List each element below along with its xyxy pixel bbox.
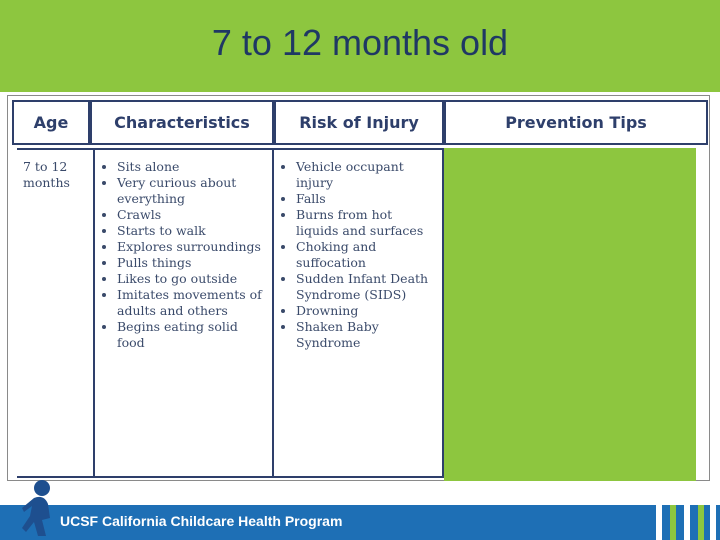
list-item: Very curious about everything: [117, 175, 268, 207]
slide-title: 7 to 12 months old: [211, 22, 509, 63]
list-item: Sits alone: [117, 159, 268, 175]
list: Vehicle occupant injuryFallsBurns from h…: [280, 159, 438, 351]
prevention-cell: [444, 148, 696, 481]
age-cell: 7 to 12 months: [17, 148, 95, 478]
list-item: Begins eating solid food: [117, 319, 268, 351]
list-item: Crawls: [117, 207, 268, 223]
list-item: Choking and suffocation: [296, 239, 438, 271]
age-text: 7 to 12 months: [23, 159, 70, 190]
header-cell: Risk of Injury: [274, 100, 444, 145]
list-item: Imitates movements of adults and others: [117, 287, 268, 319]
stripes: [656, 505, 716, 540]
list: Sits aloneVery curious about everythingC…: [101, 159, 268, 351]
header-cell: Characteristics: [90, 100, 274, 145]
list-item: Likes to go outside: [117, 271, 268, 287]
child-icon: [22, 480, 50, 536]
list-item: Sudden Infant Death Syndrome (SIDS): [296, 271, 438, 303]
footer-bar: [0, 505, 720, 540]
list-item: Explores surroundings: [117, 239, 268, 255]
program-name: UCSF California Childcare Health Program: [60, 513, 343, 529]
header-cell: Prevention Tips: [444, 100, 708, 145]
list-item: Starts to walk: [117, 223, 268, 239]
header-cell: Age: [12, 100, 90, 145]
list-item: Falls: [296, 191, 438, 207]
list-item: Shaken Baby Syndrome: [296, 319, 438, 351]
risks-cell: Vehicle occupant injuryFallsBurns from h…: [272, 148, 444, 478]
list-item: Pulls things: [117, 255, 268, 271]
list-item: Vehicle occupant injury: [296, 159, 438, 191]
list-item: Drowning: [296, 303, 438, 319]
characteristics-cell: Sits aloneVery curious about everythingC…: [93, 148, 274, 478]
header-band: [0, 0, 720, 92]
table-frame: [7, 95, 710, 481]
list-item: Burns from hot liquids and surfaces: [296, 207, 438, 239]
